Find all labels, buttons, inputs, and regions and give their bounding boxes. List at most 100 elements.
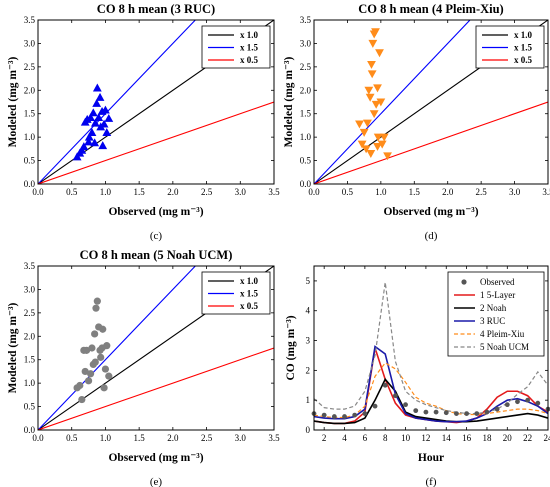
legend-entry: x 0.5	[240, 301, 259, 311]
legend-entry: 5 Noah UCM	[480, 342, 529, 352]
observed-point	[464, 411, 470, 416]
y-tick-label: 1.5	[300, 109, 312, 119]
plot-frame	[313, 265, 549, 431]
data-point	[361, 145, 371, 154]
x-tick-label: 6	[363, 433, 368, 443]
data-point	[373, 142, 382, 151]
reference-line-2	[38, 101, 274, 184]
observed-point	[392, 393, 398, 399]
y-tick-label: 2.0	[24, 331, 36, 341]
data-point	[88, 108, 98, 117]
observed-point	[474, 411, 480, 416]
x-tick-label: 3.0	[509, 187, 521, 197]
data-point	[383, 152, 392, 161]
y-tick-label: 4	[306, 306, 311, 316]
panel-label: (d)	[425, 230, 438, 242]
panel-label: (c)	[150, 230, 163, 242]
x-tick-label: 3.5	[268, 187, 280, 197]
y-tick-label: 3.0	[24, 38, 36, 48]
y-tick-label: 2	[306, 365, 311, 375]
y-tick-label: 3.0	[300, 38, 312, 48]
data-point	[91, 330, 99, 338]
x-tick-label: 3.0	[235, 187, 247, 197]
series-line	[314, 362, 548, 419]
panel-title: CO 8 h mean (5 Noah UCM)	[80, 248, 233, 262]
data-point	[99, 325, 107, 333]
y-tick-label: 1.0	[300, 132, 312, 142]
legend-swatch-observed	[461, 279, 467, 285]
data-point	[90, 118, 100, 127]
data-point	[94, 113, 104, 121]
data-point	[84, 137, 93, 146]
x-tick-label: 2.5	[201, 433, 213, 443]
observed-point	[454, 411, 459, 416]
data-point	[363, 119, 372, 128]
x-tick-label: 2.0	[442, 187, 454, 197]
series-line	[314, 282, 548, 415]
x-axis-label: Observed (mg m⁻³)	[108, 452, 203, 464]
legend-entry: 3 RUC	[480, 316, 505, 326]
panel-title: CO 8 h mean (4 Pleim-Xiu)	[358, 2, 503, 16]
data-point	[102, 128, 112, 136]
x-tick-label: 14	[442, 433, 452, 443]
data-point	[93, 297, 101, 305]
x-tick-label: 22	[523, 433, 532, 443]
series-line	[314, 377, 548, 425]
y-tick-label: 5	[306, 276, 311, 286]
plot-frame	[37, 19, 275, 185]
x-tick-label: 8	[383, 433, 388, 443]
y-tick-label: 0.0	[24, 425, 36, 435]
x-tick-label: 2.5	[201, 187, 213, 197]
data-point	[92, 83, 102, 92]
x-tick-label: 1.5	[409, 187, 421, 197]
x-tick-label: 2.5	[476, 187, 488, 197]
y-tick-label: 2.0	[24, 85, 36, 95]
x-tick-label: 1.0	[100, 433, 112, 443]
legend-entry: x 0.5	[240, 55, 259, 65]
y-tick-label: 2.0	[300, 85, 312, 95]
x-tick-label: 3.5	[268, 433, 280, 443]
diurnal-line-panel: 24681012141618202224012345HourCO (mg m⁻³…	[285, 265, 550, 487]
x-axis-label: Observed (mg m⁻³)	[108, 206, 203, 218]
observed-point	[494, 406, 500, 412]
plot-frame	[313, 19, 549, 185]
legend-entry: x 1.0	[240, 30, 259, 40]
data-point	[359, 128, 369, 137]
x-tick-label: 2.0	[167, 187, 179, 197]
plot-frame	[37, 265, 275, 431]
observed-point	[342, 414, 347, 419]
scatter-panel-rank-3-ruc: 0.0 0.5 1.0 1.5 2.0 2.5 3.0 3.5 0.0 0.5 1.0 1.5 2.0 2…	[7, 2, 280, 242]
data-point	[87, 128, 97, 136]
data-point	[92, 99, 102, 107]
x-tick-label: 0.5	[66, 433, 78, 443]
data-point	[373, 84, 382, 93]
observed-point	[423, 409, 429, 415]
observed-point	[484, 409, 490, 415]
x-tick-label: 1.5	[134, 433, 146, 443]
data-point	[376, 98, 386, 107]
y-tick-label: 1.0	[24, 132, 36, 142]
data-point	[357, 140, 367, 149]
x-tick-label: 2	[322, 433, 327, 443]
x-tick-label: 0.0	[32, 433, 44, 443]
data-point	[104, 114, 114, 122]
y-tick-label: 3.0	[24, 284, 36, 294]
x-tick-label: 0.0	[308, 187, 320, 197]
x-tick-label: 4	[342, 433, 347, 443]
reference-line-1	[314, 20, 471, 184]
observed-point	[413, 408, 419, 414]
legend-entry: x 1.0	[514, 30, 533, 40]
observed-point	[382, 382, 388, 388]
legend-entry: Observed	[480, 277, 515, 287]
x-tick-label: 0.5	[66, 187, 78, 197]
data-point	[101, 365, 110, 373]
y-tick-label: 0.0	[24, 179, 36, 189]
legend-entry: 1 5-Layer	[480, 290, 515, 300]
observed-point	[504, 402, 510, 408]
y-tick-label: 2.5	[24, 62, 36, 72]
x-tick-label: 20	[503, 433, 513, 443]
data-point	[84, 132, 94, 141]
legend-entry: x 1.0	[240, 276, 259, 286]
y-tick-label: 0.5	[24, 402, 36, 412]
